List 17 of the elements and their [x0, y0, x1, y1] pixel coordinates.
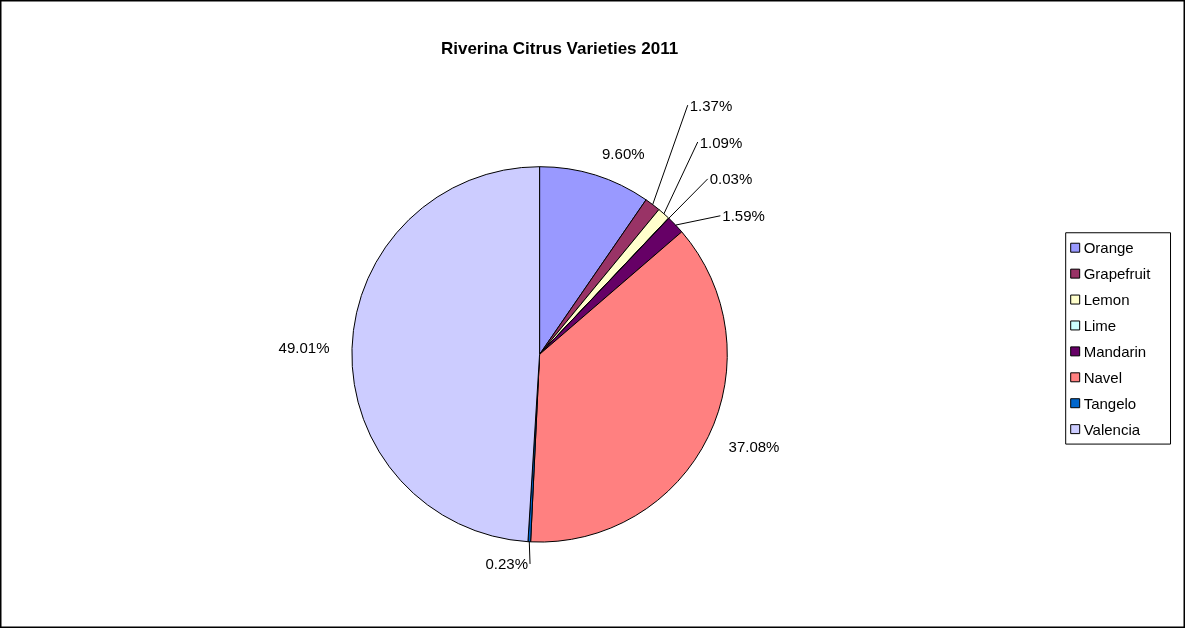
data-label: 1.37%: [689, 96, 733, 114]
legend-label: Orange: [1083, 239, 1134, 257]
data-label: 49.01%: [278, 339, 330, 357]
legend-label: Tangelo: [1083, 394, 1137, 412]
data-label: 0.23%: [485, 555, 529, 573]
data-label: 0.03%: [709, 170, 753, 188]
legend-label: Grapefruit: [1083, 265, 1152, 283]
chart-title: Riverina Citrus Varieties 2011: [440, 38, 679, 58]
data-label: 1.59%: [722, 207, 765, 225]
legend-label: Lime: [1083, 316, 1117, 334]
legend-label: Valencia: [1083, 420, 1141, 438]
data-label: 37.08%: [728, 437, 780, 455]
legend-label: Navel: [1083, 368, 1123, 386]
data-label: 1.09%: [699, 133, 743, 151]
legend-label: Mandarin: [1083, 342, 1147, 360]
legend-label: Lemon: [1083, 291, 1130, 309]
data-label: 9.60%: [602, 145, 645, 163]
